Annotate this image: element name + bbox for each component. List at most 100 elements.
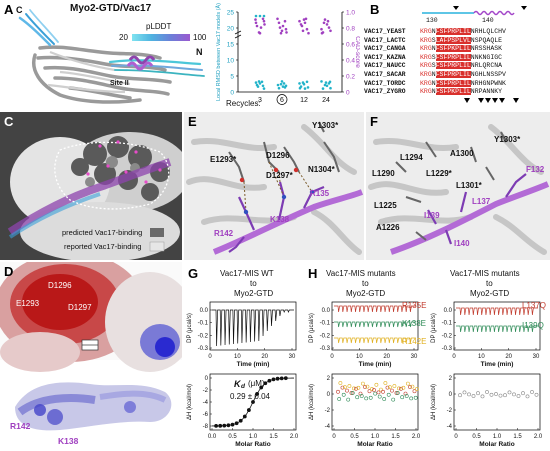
rmsd-point: [327, 82, 331, 85]
panel-c: C predicted Vac17-binding reported Vac17…: [0, 112, 182, 260]
rmsd-point: [261, 84, 265, 88]
cad-point: [320, 31, 324, 35]
recycle-label: 24: [322, 97, 330, 104]
panel-f: F Y1303* L1294 A1300 L1290 L1229* L1301*…: [366, 112, 550, 260]
alignment-row: VAC17_ZYGRO KRGNFSFPKPLILNRPANNKY: [364, 88, 550, 96]
rmsd-point: [329, 86, 332, 90]
itc-trace: [334, 321, 416, 328]
residue: R: [423, 36, 428, 44]
cad-point: [303, 21, 307, 25]
rmsd-point: [321, 87, 325, 90]
left-tick-label: 0: [230, 90, 234, 97]
residue: N: [498, 79, 503, 87]
x-tick-label: 0.5: [228, 434, 237, 440]
isotherm-point: [379, 387, 383, 392]
isotherm-point: [410, 384, 415, 389]
isotherm-point: [392, 384, 397, 388]
x-tick-label: 1.5: [269, 434, 278, 440]
residue: I: [462, 53, 467, 61]
rmsd-point: [325, 84, 329, 88]
residue: I: [462, 71, 467, 78]
rmsd-point: [260, 80, 264, 84]
alignment-row: VAC17_KAZNA KRGSFSFPRPLILNNKNGIGC: [364, 53, 550, 62]
rmsd-point: [262, 14, 266, 18]
residue: P: [455, 79, 460, 87]
label-l1294: L1294: [400, 153, 423, 162]
residue: L: [482, 71, 487, 78]
cad-point: [259, 26, 263, 29]
x-tick-label: 1.0: [249, 434, 258, 440]
x-tick-label: 30: [533, 354, 540, 360]
x-tick-label: 2.0: [290, 434, 299, 440]
isotherm-point: [355, 395, 360, 400]
isotherm-point: [340, 385, 345, 390]
y-axis-label: ΔH (kcal/mol): [431, 384, 437, 420]
cad-point: [327, 26, 331, 29]
residue: P: [447, 79, 452, 87]
label-d1296: D1296: [48, 281, 72, 290]
alignment-header: [422, 6, 527, 16]
itc-trace: [334, 337, 416, 344]
label-k138: K138: [58, 436, 79, 446]
label-e1293: E1293*: [210, 155, 237, 164]
cad-point: [323, 18, 327, 21]
residue: N: [470, 62, 475, 70]
label-r135: R135: [310, 189, 330, 198]
residue: S: [439, 79, 444, 87]
label-l1225: L1225: [374, 201, 397, 210]
y-tick-label: -0.2: [320, 333, 331, 339]
residue: P: [498, 71, 503, 78]
residue: I: [490, 53, 495, 61]
residue: K: [502, 79, 506, 87]
isotherm-point: [271, 377, 276, 382]
residue: G: [486, 53, 491, 61]
residue: S: [451, 36, 456, 44]
y-tick-label: 2: [327, 376, 331, 382]
rmsd-point: [257, 80, 261, 83]
isotherm-point: [467, 392, 471, 397]
sequence-residues: KRGNFSFPRPLILNGHLNSSPV: [420, 71, 506, 78]
residue: L: [466, 36, 471, 44]
structure-f: [368, 124, 550, 255]
isotherm-point: [365, 384, 370, 389]
pos-130: 130: [426, 17, 438, 24]
kd-unit: (μM): [248, 379, 265, 388]
residue: Q: [482, 36, 487, 44]
label-i140: I140: [454, 239, 470, 248]
panel-label-g: G: [188, 266, 199, 281]
residue: S: [439, 88, 444, 96]
panel-label-f: F: [370, 114, 378, 129]
residue: S: [439, 71, 444, 78]
x-tick-label: 1.0: [371, 434, 380, 440]
y-axis-label: DP (μcal/s): [431, 313, 437, 343]
rmsd-point: [282, 82, 286, 85]
rmsd-point: [301, 81, 305, 84]
panel-label-a: A: [4, 2, 14, 17]
residue: R: [486, 62, 491, 70]
residue: C: [490, 62, 495, 70]
isotherm-point: [238, 418, 243, 423]
x-tick-label: 0: [208, 354, 212, 360]
itc-trace: [334, 305, 416, 313]
isotherm-point: [350, 391, 355, 395]
isotherm-point: [530, 390, 534, 394]
panel-label-h: H: [308, 266, 318, 281]
isotherm-point: [521, 391, 525, 396]
cad-point: [276, 17, 279, 21]
kd-value: 0.29 ± 0.04: [230, 392, 270, 401]
residue: P: [455, 62, 460, 70]
residue: R: [451, 71, 456, 78]
residue: N: [486, 88, 491, 96]
residue: L: [459, 36, 463, 44]
residue: L: [478, 62, 483, 70]
y-axis-label: ΔH (kcal/mol): [187, 384, 193, 420]
label-n1304: N1304*: [308, 165, 335, 174]
residue: N: [470, 36, 475, 44]
isotherm-point: [251, 400, 255, 404]
residue: P: [447, 28, 452, 35]
residue: A: [482, 88, 487, 96]
isotherm-point: [218, 423, 223, 428]
residue: R: [423, 79, 428, 87]
isotherm-point: [498, 393, 503, 398]
y-axis-label: DP (μcal/s): [309, 313, 315, 343]
